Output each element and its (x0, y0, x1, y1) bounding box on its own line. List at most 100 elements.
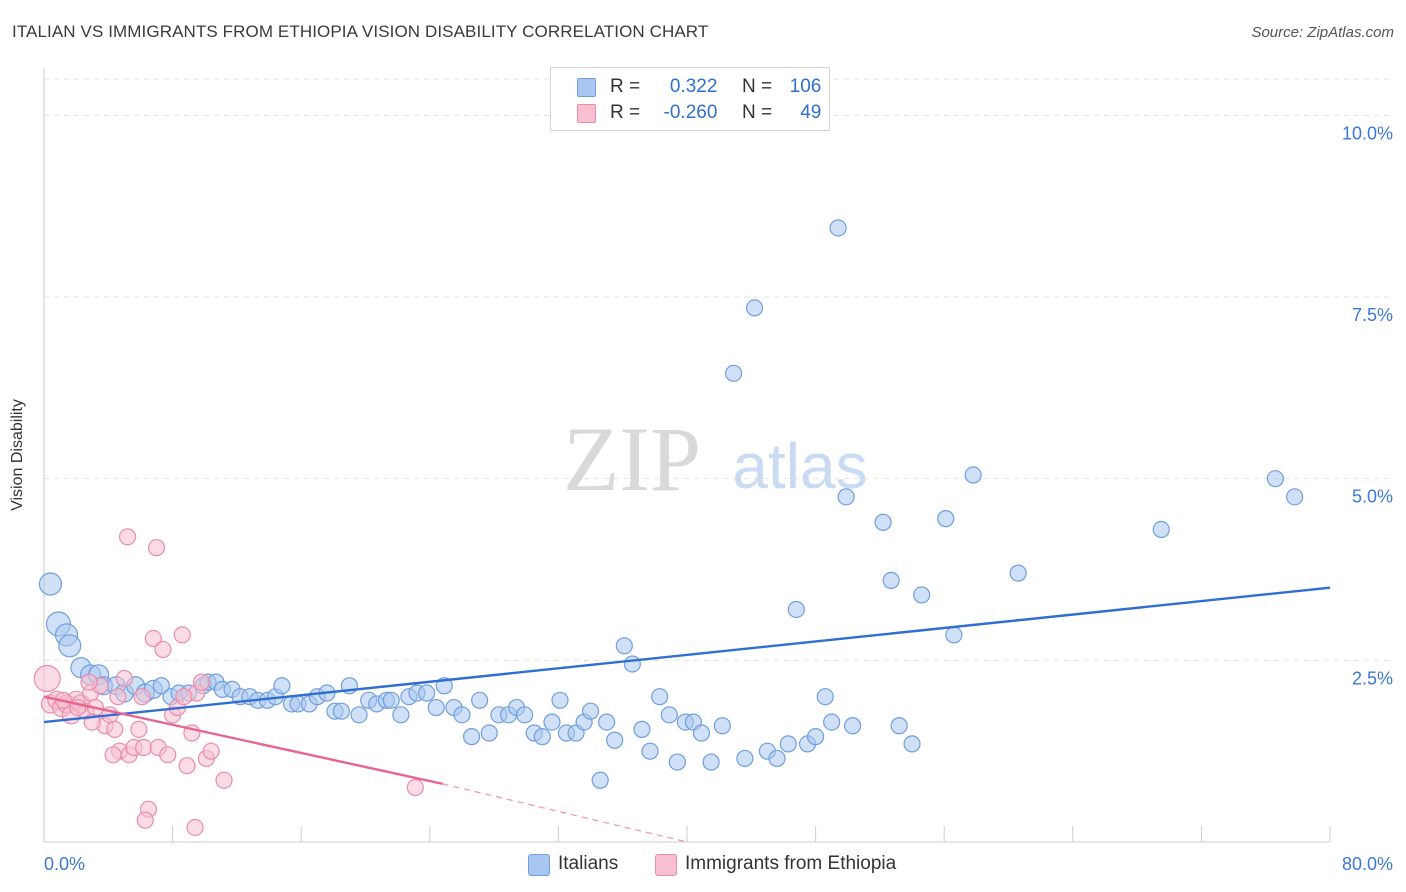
italians-point (903, 735, 921, 753)
watermark: ZIP atlas (563, 408, 868, 510)
italians-point (651, 688, 669, 706)
italians-point (598, 713, 616, 731)
italians-point (533, 728, 551, 746)
italians-point (480, 724, 498, 742)
y-tick-label: 5.0% (1352, 487, 1393, 507)
x-tick-label: 0.0% (44, 854, 85, 874)
italians-point (913, 586, 931, 604)
ethiopia-point (154, 640, 172, 659)
ethiopia-point (130, 720, 148, 738)
y-tick-label: 10.0% (1342, 123, 1393, 143)
ethiopia-point (133, 688, 151, 706)
italians-point (937, 510, 955, 528)
ethiopia-trend-extension (442, 783, 688, 843)
legend-n-value-ethiopia: 49 (800, 102, 822, 123)
ethiopia-point (104, 746, 122, 764)
italians-point (787, 600, 805, 619)
ethiopia-point (186, 818, 204, 837)
italians-point (874, 513, 892, 531)
ethiopia-point (202, 742, 220, 760)
italians-point (1152, 520, 1170, 539)
italians-point (332, 702, 350, 720)
bottom-swatch-italians (528, 854, 550, 876)
ethiopia-point (406, 778, 424, 797)
italians-point (623, 655, 641, 673)
italians-point (882, 571, 900, 590)
italians-point (964, 466, 982, 484)
italians-point (462, 728, 481, 746)
ethiopia-point (136, 811, 154, 829)
ethiopia-point (173, 626, 191, 644)
legend-swatch-italians (577, 78, 596, 97)
bottom-label-italians: Italians (558, 853, 619, 874)
italians-point (38, 572, 63, 596)
grid-lines (44, 78, 1392, 661)
source-note: Source: ZipAtlas.com (1251, 24, 1394, 41)
italians-trend-line (43, 586, 1331, 724)
italians-point (633, 720, 651, 738)
ethiopia-point (80, 673, 98, 691)
italians-point (581, 702, 600, 720)
italians-point (843, 717, 862, 735)
italians-point (668, 753, 686, 771)
ethiopia-point (175, 688, 193, 706)
ethiopia-point (159, 746, 177, 764)
italians-point (768, 749, 786, 768)
x-tick-label: 80.0% (1342, 854, 1393, 874)
legend-n-label: N = (741, 76, 773, 97)
italians-point (806, 728, 825, 746)
italians-point (392, 706, 410, 724)
italians-point (692, 724, 711, 742)
legend-r-value-italians: 0.322 (669, 76, 718, 97)
ethiopia-point (33, 664, 61, 693)
italians-point (945, 626, 963, 644)
y-tick-label: 7.5% (1352, 305, 1393, 325)
italians-point (606, 731, 624, 749)
correlation-legend: R = 0.322 N = 106 R = -0.260 N = 49 (550, 67, 830, 131)
italians-point (58, 634, 82, 658)
italians-point (427, 698, 445, 717)
y-tick-label: 2.5% (1352, 668, 1393, 688)
data-points (33, 219, 1304, 837)
ethiopia-point (135, 738, 153, 757)
watermark-zip: ZIP (563, 408, 701, 510)
ethiopia-point (215, 771, 233, 789)
ethiopia-point (109, 688, 127, 706)
trend-lines (43, 586, 1331, 843)
italians-point (1266, 470, 1284, 488)
italians-point (779, 735, 797, 753)
italians-point (816, 688, 834, 706)
tick-labels: 2.5% 5.0% 7.5% 10.0% 0.0% 80.0% (44, 123, 1393, 874)
chart-title: ITALIAN VS IMMIGRANTS FROM ETHIOPIA VISI… (12, 22, 709, 41)
legend-r-value-ethiopia: -0.260 (663, 102, 718, 123)
italians-point (641, 742, 659, 760)
italians-point (471, 691, 489, 709)
italians-point (702, 753, 720, 771)
legend-n-value-italians: 106 (789, 76, 822, 97)
axes (43, 68, 1331, 843)
italians-point (273, 677, 291, 695)
ethiopia-point (192, 673, 211, 691)
bottom-swatch-ethiopia (655, 854, 677, 876)
ethiopia-point (106, 720, 124, 738)
italians-point (660, 706, 678, 724)
italians-point (745, 299, 764, 317)
italians-point (382, 691, 400, 709)
bottom-label-ethiopia: Immigrants from Ethiopia (685, 853, 897, 874)
ethiopia-point (147, 539, 166, 557)
legend-r-label: R = (610, 102, 641, 123)
italians-point (615, 637, 633, 655)
italians-point (1286, 488, 1304, 506)
italians-point (551, 691, 569, 709)
ethiopia-point (118, 528, 137, 546)
italians-point (350, 706, 368, 724)
italians-point (713, 717, 731, 735)
ethiopia-point (144, 629, 162, 648)
legend-swatch-ethiopia (577, 104, 596, 123)
ethiopia-point (178, 757, 196, 775)
legend-r-label: R = (610, 76, 641, 97)
ethiopia-trend-line (43, 695, 443, 786)
italians-point (453, 706, 471, 724)
italians-point (837, 488, 855, 506)
